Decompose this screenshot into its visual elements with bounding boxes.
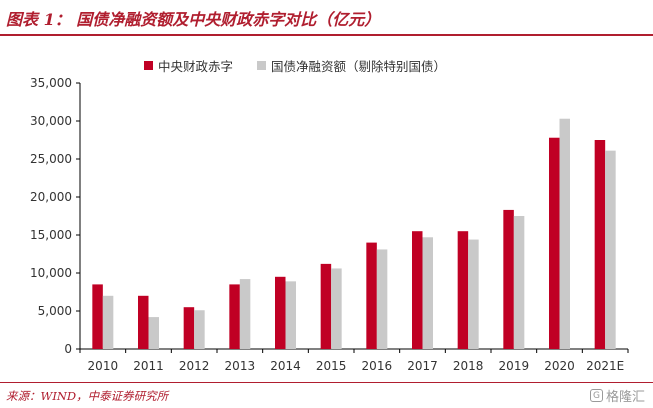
- bar-bond: [559, 118, 570, 349]
- bar-deficit: [138, 295, 149, 349]
- x-tick-label: 2015: [316, 359, 347, 373]
- bar-deficit: [92, 284, 103, 349]
- legend: 中央财政赤字 国债净融资额（剔除特别国债）: [144, 56, 446, 75]
- title-rule: [0, 34, 653, 36]
- bar-deficit: [412, 231, 423, 349]
- x-tick-label: 2019: [499, 359, 530, 373]
- x-tick-label: 2011: [133, 359, 164, 373]
- chart-title: 图表 1： 国债净融资额及中央财政赤字对比（亿元）: [6, 10, 381, 29]
- y-tick-label: 5,000: [38, 304, 72, 318]
- bar-bond: [331, 268, 342, 349]
- x-tick-label: 2017: [407, 359, 438, 373]
- watermark: G 格隆汇: [589, 386, 645, 405]
- bar-bond: [239, 279, 251, 349]
- bar-bond: [285, 281, 296, 349]
- bar-bond: [468, 239, 479, 349]
- bar-deficit: [229, 284, 240, 349]
- x-tick-label: 2018: [453, 359, 484, 373]
- x-tick-label: 2010: [88, 359, 119, 373]
- watermark-logo-icon: G: [589, 389, 603, 402]
- bar-bond: [148, 317, 159, 349]
- x-tick-label: 2020: [544, 359, 575, 373]
- x-tick-label: 2012: [179, 359, 210, 373]
- y-tick-label: 25,000: [30, 152, 72, 166]
- legend-item-deficit: 中央财政赤字: [144, 56, 233, 75]
- watermark-text: 格隆汇: [605, 390, 645, 405]
- bar-bond: [422, 237, 433, 349]
- bar-bond: [376, 249, 388, 349]
- bar-bond: [605, 150, 616, 349]
- source-note: 来源：WIND，中泰证券研究所: [6, 389, 169, 403]
- y-tick-label: 15,000: [30, 228, 72, 242]
- bar-deficit: [366, 242, 377, 349]
- x-tick-label: 2013: [225, 359, 256, 373]
- bar-bond: [513, 216, 525, 349]
- bar-bond: [102, 295, 114, 349]
- bar-deficit: [503, 209, 514, 349]
- y-tick-label: 35,000: [30, 76, 72, 90]
- legend-swatch-deficit: [144, 61, 153, 70]
- bar-deficit: [183, 307, 195, 349]
- y-tick-label: 30,000: [30, 114, 72, 128]
- bar-deficit: [549, 137, 560, 349]
- x-tick-label: 2021E: [586, 359, 624, 373]
- bar-deficit: [275, 276, 286, 349]
- source-rule: [0, 382, 653, 383]
- legend-swatch-bond: [257, 61, 267, 70]
- bar-chart: 0 5,000 10,000 15,000 20,000 25,000 30,000 35,0…: [30, 76, 629, 373]
- bar-deficit: [594, 140, 606, 349]
- bar-deficit: [320, 263, 332, 349]
- bar-bond: [194, 310, 205, 349]
- y-tick-label: 20,000: [30, 190, 72, 204]
- y-tick-label: 0: [64, 342, 72, 356]
- x-tick-label: 2016: [362, 359, 393, 373]
- legend-item-bond: 国债净融资额（剔除特别国债）: [257, 56, 446, 75]
- bar-deficit: [457, 231, 469, 349]
- y-tick-label: 10,000: [30, 266, 72, 280]
- legend-label-deficit: 中央财政赤字: [158, 59, 234, 74]
- legend-label-bond: 国债净融资额（剔除特别国债）: [271, 59, 447, 74]
- x-tick-label: 2014: [270, 359, 301, 373]
